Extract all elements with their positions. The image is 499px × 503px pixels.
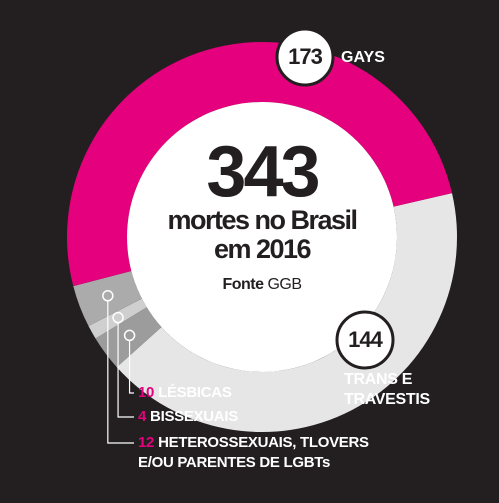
leader-line: [117, 317, 134, 418]
center-disc: [127, 102, 397, 372]
category-label: LÉSBICAS: [158, 384, 232, 401]
category-label: HETEROSSEXUAIS, TLOVERS E/OU PARENTES DE…: [138, 434, 369, 471]
leader-dot: [102, 290, 114, 302]
legend-entry: 4 BISSEXUAIS: [138, 407, 338, 427]
value-label: 173: [288, 44, 322, 69]
legend-entry: 12 HETEROSSEXUAIS, TLOVERS E/OU PARENTES …: [138, 433, 393, 473]
leader-dot: [123, 329, 136, 342]
value-bubble: [275, 27, 335, 87]
leader-dot: [112, 311, 124, 324]
category-label: TRANS E TRAVESTIS: [344, 371, 430, 408]
value-label: 4: [138, 408, 147, 425]
segment: [66, 41, 453, 287]
value-label: 144: [348, 327, 383, 352]
category-label: GAYS: [341, 49, 385, 66]
total: 343: [206, 132, 318, 212]
value-bubble: [335, 310, 395, 370]
leader-line: [107, 295, 134, 444]
title-line: mortes no Brasil: [167, 205, 356, 235]
title-line: em 2016: [214, 234, 312, 264]
legend-entry: 10 LÉSBICAS: [138, 383, 338, 403]
segment: [116, 193, 458, 432]
source-name: GGB: [267, 276, 301, 293]
category-label: BISSEXUAIS: [150, 408, 238, 425]
value-label: 10: [138, 384, 155, 401]
source-label: Fonte: [222, 276, 264, 293]
source: Fonte GGB: [222, 276, 301, 293]
leader-line: [128, 335, 134, 394]
value-label: 12: [138, 434, 155, 451]
